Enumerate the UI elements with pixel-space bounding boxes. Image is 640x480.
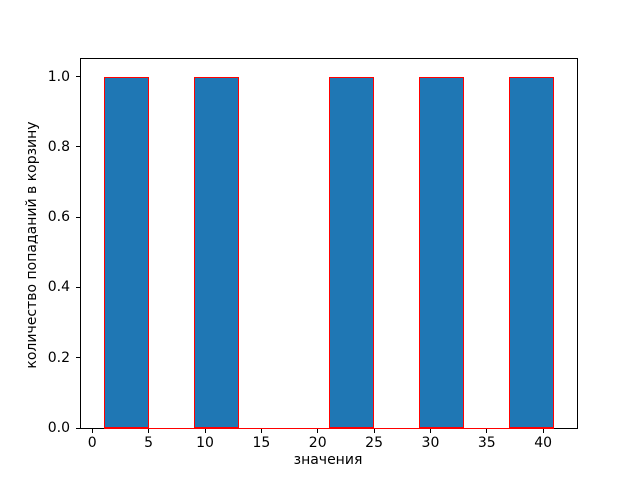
x-tick-mark	[148, 429, 150, 433]
x-tick-label: 30	[421, 435, 440, 451]
histogram-bar	[509, 76, 555, 428]
histogram-bar	[419, 76, 465, 428]
x-tick-label: 20	[308, 435, 327, 451]
x-axis-label: значения	[293, 452, 363, 468]
y-tick-mark	[76, 286, 80, 288]
y-tick-label: 0.0	[47, 420, 70, 436]
y-axis-label: количество попаданий в корзину	[24, 121, 40, 369]
x-tick-mark	[260, 429, 262, 433]
y-tick-label: 0.8	[47, 138, 70, 155]
y-tick-mark	[76, 427, 80, 429]
x-tick-mark	[486, 429, 488, 433]
x-tick-mark	[317, 429, 319, 433]
y-tick-mark	[76, 146, 80, 148]
x-tick-mark	[373, 429, 375, 433]
x-tick-label: 25	[365, 435, 383, 451]
x-tick-mark	[429, 429, 431, 433]
x-tick-mark	[542, 429, 544, 433]
histogram-bar	[103, 76, 149, 428]
y-tick-label: 0.4	[47, 279, 70, 296]
y-tick-mark	[76, 76, 80, 78]
histogram-bar	[329, 76, 375, 428]
zero-bin-baseline	[103, 427, 555, 429]
x-tick-label: 0	[87, 435, 97, 451]
x-tick-label: 15	[252, 435, 271, 451]
x-tick-label: 40	[534, 435, 553, 451]
x-tick-label: 35	[477, 435, 496, 451]
y-tick-label: 1.0	[47, 68, 70, 85]
x-tick-label: 10	[196, 435, 214, 451]
y-tick-mark	[76, 216, 80, 218]
y-tick-mark	[76, 357, 80, 359]
y-tick-label: 0.2	[47, 349, 70, 366]
histogram-bar	[193, 76, 239, 428]
x-tick-mark	[204, 429, 206, 433]
plot-area	[80, 58, 578, 429]
x-tick-mark	[91, 429, 93, 433]
y-tick-label: 0.6	[47, 209, 70, 226]
x-tick-label: 5	[144, 435, 154, 451]
